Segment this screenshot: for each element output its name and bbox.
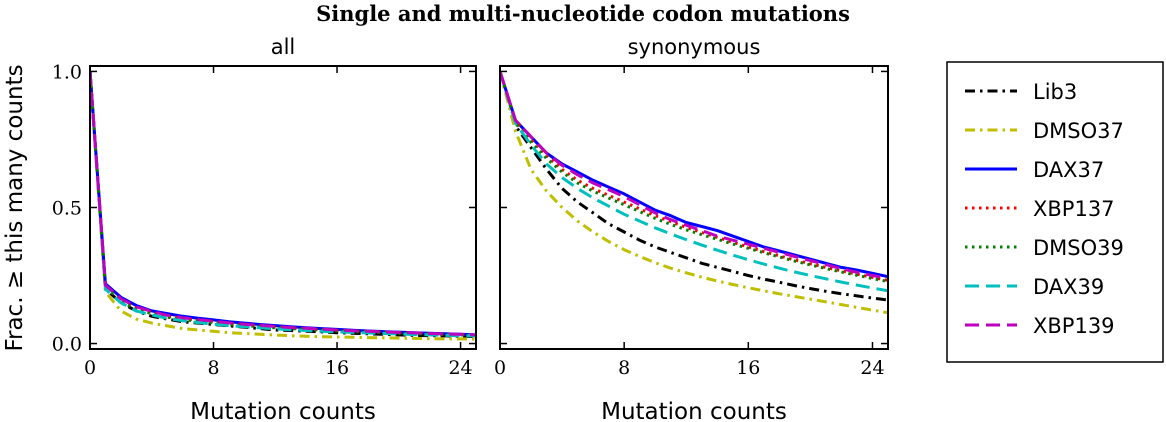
plot-frame <box>499 65 889 350</box>
series-line-xbp139 <box>500 70 888 280</box>
legend: Lib3 DMSO37 DAX37 XBP137 DMSO39 DAX39 XBP139 <box>946 61 1164 363</box>
panel-0: 0 8 16 24 0.0 0.5 1.0 all Mutation counts <box>52 35 477 422</box>
series-group <box>500 70 888 315</box>
series-line-xbp137 <box>90 71 476 337</box>
x-axis-label: Mutation counts <box>190 399 376 422</box>
series-line-dmso37 <box>500 71 888 315</box>
series-line-xbp139 <box>90 71 476 337</box>
series-line-lib3 <box>500 70 888 302</box>
legend-frame <box>946 61 1164 363</box>
panels: 0 8 16 24 0.0 0.5 1.0 all Mutation counts 0 8 16 24 s… <box>52 35 889 422</box>
panel-subtitle: all <box>271 35 296 59</box>
y-tick-label: 0.5 <box>52 198 82 220</box>
x-axis-label: Mutation counts <box>601 399 787 422</box>
x-tick-label: 24 <box>860 357 884 379</box>
legend-label: XBP137 <box>1033 197 1115 221</box>
plot-frame <box>89 65 477 350</box>
series-group <box>90 71 476 341</box>
series-line-dmso37 <box>90 71 476 341</box>
y-axis-label: Frac. ≥ this many counts <box>2 64 28 351</box>
y-tick-label: 1.0 <box>52 61 82 83</box>
x-tick-label: 8 <box>207 357 219 379</box>
legend-label: XBP139 <box>1033 314 1115 338</box>
legend-label: DMSO37 <box>1033 119 1124 143</box>
x-tick-label: 8 <box>618 357 630 379</box>
series-line-dax37 <box>500 70 888 279</box>
series-line-dax39 <box>90 71 476 338</box>
series-line-dax39 <box>500 70 888 293</box>
series-line-dax37 <box>90 71 476 337</box>
panel-1: 0 8 16 24 synonymous Mutation counts <box>494 35 889 422</box>
y-tick-label: 0.0 <box>52 334 82 356</box>
x-tick-label: 0 <box>494 357 506 379</box>
x-tick-label: 16 <box>325 357 349 379</box>
legend-label: DAX37 <box>1033 158 1104 182</box>
series-line-lib3 <box>90 71 476 338</box>
series-line-dmso39 <box>500 70 888 283</box>
legend-label: Lib3 <box>1033 80 1077 104</box>
legend-label: DMSO39 <box>1033 236 1124 260</box>
x-tick-label: 24 <box>448 357 472 379</box>
panel-subtitle: synonymous <box>628 35 761 59</box>
x-tick-label: 16 <box>736 357 760 379</box>
series-line-dmso39 <box>90 71 476 337</box>
series-line-xbp137 <box>500 70 888 282</box>
legend-label: DAX39 <box>1033 275 1104 299</box>
x-tick-label: 0 <box>84 357 96 379</box>
figure-title: Single and multi-nucleotide codon mutati… <box>316 1 850 26</box>
